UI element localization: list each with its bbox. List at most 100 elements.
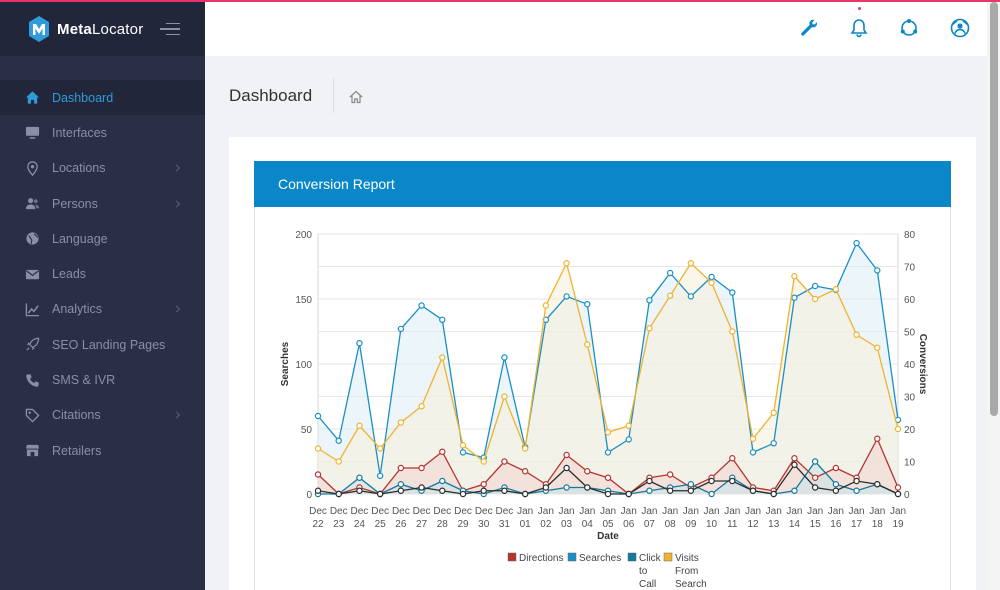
- data-point: [501, 393, 508, 400]
- legend-label: Search: [675, 579, 707, 590]
- data-point: [459, 449, 467, 456]
- data-point: [687, 293, 695, 300]
- monitor-icon: [24, 125, 40, 141]
- y2-tick-label: 60: [904, 295, 916, 306]
- support-icon[interactable]: [898, 17, 920, 39]
- data-point: [853, 239, 860, 247]
- tag-icon: [24, 407, 40, 423]
- home-icon[interactable]: [349, 90, 363, 104]
- sidebar-item-analytics[interactable]: Analytics: [0, 292, 205, 327]
- legend-swatch: [567, 552, 577, 562]
- data-point: [418, 403, 425, 410]
- data-point: [646, 325, 653, 332]
- data-point: [480, 481, 487, 488]
- x-tick-label-month: Jan: [559, 506, 575, 517]
- x-tick-label-day: 14: [789, 519, 801, 530]
- x-tick-label-month: Dec: [496, 506, 514, 517]
- data-point: [335, 490, 342, 498]
- data-point: [335, 437, 342, 444]
- data-point: [874, 267, 881, 274]
- data-point: [542, 484, 550, 491]
- x-tick-label-day: 09: [685, 519, 697, 530]
- data-point: [480, 487, 487, 494]
- x-tick-label-month: Jan: [600, 506, 616, 517]
- data-point: [791, 487, 798, 494]
- data-point: [666, 487, 674, 494]
- logo-bar: MetaLocator: [0, 2, 205, 56]
- x-tick-label-month: Jan: [766, 506, 782, 517]
- data-point: [604, 474, 612, 481]
- data-point: [376, 445, 384, 452]
- sidebar-item-language[interactable]: Language: [0, 221, 205, 256]
- chevron-right-icon: [172, 411, 181, 419]
- menu-toggle-icon[interactable]: [160, 22, 180, 36]
- chevron-right-icon: [172, 164, 181, 172]
- data-point: [439, 316, 446, 324]
- data-point: [459, 442, 467, 449]
- phone-icon: [24, 372, 40, 388]
- y2-tick-label: 40: [904, 360, 916, 371]
- data-point: [563, 484, 570, 491]
- report-title: Conversion Report: [254, 161, 951, 207]
- y-tick-label: 0: [306, 490, 312, 501]
- sidebar-item-citations[interactable]: Citations: [0, 398, 205, 433]
- data-point: [708, 279, 715, 286]
- data-point: [501, 354, 508, 361]
- sidebar-item-label: Analytics: [52, 302, 103, 317]
- sidebar-item-interfaces[interactable]: Interfaces: [0, 115, 205, 150]
- data-point: [853, 477, 860, 485]
- data-point: [708, 273, 715, 281]
- sidebar-item-label: Citations: [52, 408, 101, 423]
- sidebar-item-label: SMS & IVR: [52, 373, 116, 388]
- data-point: [729, 477, 736, 485]
- x-tick-label-month: Jan: [786, 506, 802, 517]
- sidebar-item-seo-landing-pages[interactable]: SEO Landing Pages: [0, 327, 205, 362]
- x-tick-label-day: 19: [892, 519, 904, 530]
- x-tick-label-month: Jan: [807, 506, 823, 517]
- scrollbar-thumb[interactable]: [990, 2, 998, 416]
- data-point: [894, 484, 902, 491]
- top-accent-line: [0, 0, 1000, 2]
- sidebar-item-dashboard[interactable]: Dashboard: [0, 80, 205, 116]
- data-point: [874, 435, 881, 442]
- sidebar: MetaLocator Dashboard Interfaces Locatio…: [0, 2, 205, 590]
- data-point: [604, 490, 612, 498]
- data-point: [894, 425, 902, 433]
- x-tick-label-day: 11: [727, 519, 738, 530]
- y2-tick-label: 30: [904, 393, 916, 404]
- y-axis-title: Searches: [280, 341, 291, 386]
- data-point: [625, 490, 632, 498]
- x-tick-label-day: 23: [333, 519, 345, 530]
- data-point: [521, 468, 529, 475]
- x-tick-label-day: 27: [416, 519, 428, 530]
- data-point: [832, 286, 840, 293]
- x-tick-label-month: Jan: [828, 506, 844, 517]
- x-tick-label-day: 17: [851, 519, 863, 530]
- home-icon: [24, 90, 40, 106]
- y2-tick-label: 10: [904, 458, 916, 469]
- sidebar-item-sms-ivr[interactable]: SMS & IVR: [0, 362, 205, 397]
- data-point: [314, 445, 322, 452]
- bell-icon[interactable]: [848, 17, 870, 39]
- data-point: [356, 474, 363, 481]
- data-point: [563, 260, 570, 267]
- data-point: [584, 484, 591, 491]
- data-point: [480, 458, 487, 465]
- x-tick-label-month: Jan: [579, 506, 595, 517]
- data-point: [770, 409, 777, 416]
- wrench-icon[interactable]: [798, 17, 820, 39]
- sidebar-item-retailers[interactable]: Retailers: [0, 433, 205, 468]
- data-point: [708, 490, 715, 498]
- top-header: [205, 2, 987, 56]
- x-tick-label-day: 05: [602, 519, 614, 530]
- data-point: [356, 422, 363, 429]
- data-point: [687, 260, 695, 267]
- sidebar-item-persons[interactable]: Persons: [0, 186, 205, 221]
- user-globe-icon[interactable]: [949, 17, 971, 39]
- page-title: Dashboard: [229, 86, 313, 105]
- sidebar-item-locations[interactable]: Locations: [0, 151, 205, 186]
- data-point: [563, 464, 570, 472]
- data-point: [770, 490, 777, 498]
- data-point: [874, 344, 881, 351]
- sidebar-item-leads[interactable]: Leads: [0, 256, 205, 291]
